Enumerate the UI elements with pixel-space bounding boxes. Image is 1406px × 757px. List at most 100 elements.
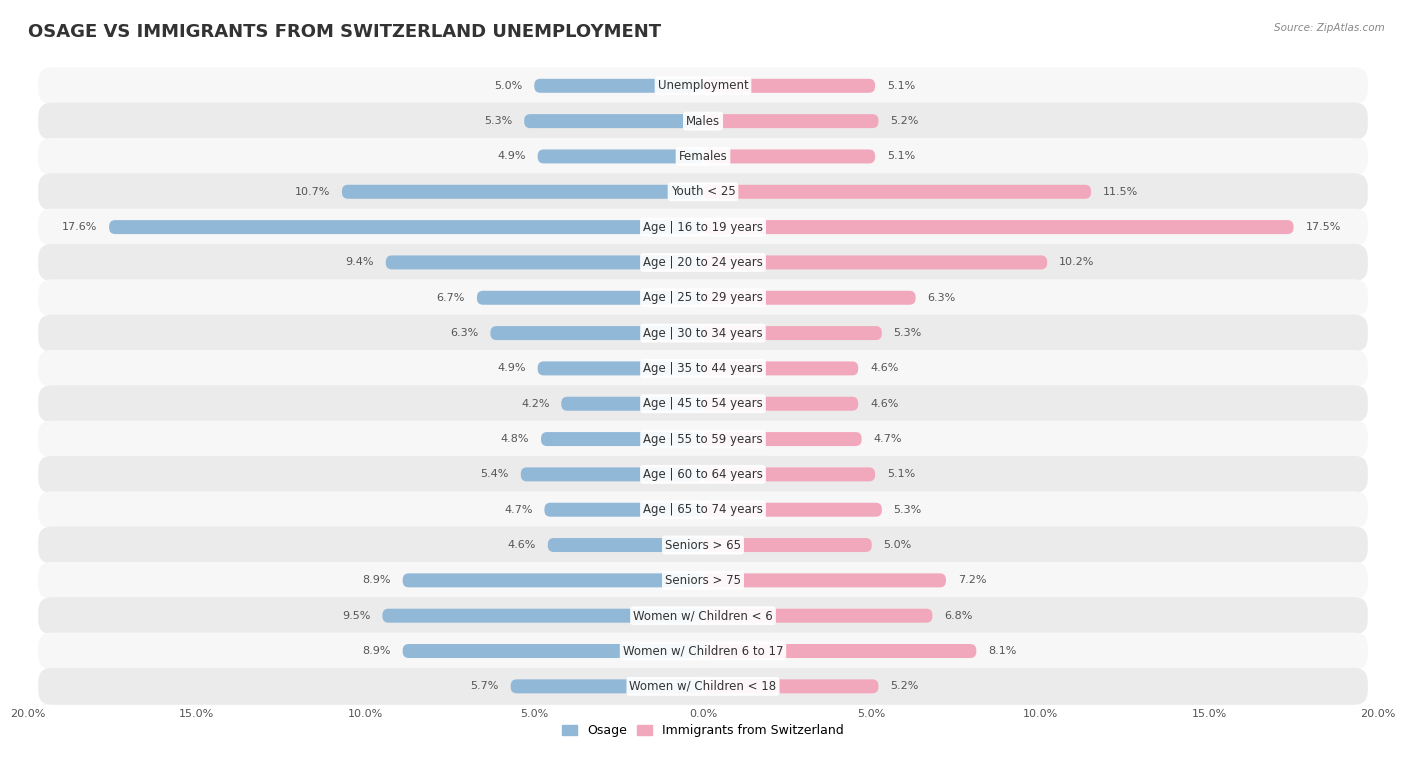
Text: Age | 65 to 74 years: Age | 65 to 74 years	[643, 503, 763, 516]
FancyBboxPatch shape	[38, 597, 1368, 634]
FancyBboxPatch shape	[703, 644, 976, 658]
FancyBboxPatch shape	[38, 527, 1368, 563]
Text: 6.3%: 6.3%	[450, 328, 478, 338]
Text: Males: Males	[686, 114, 720, 128]
Text: 4.6%: 4.6%	[870, 399, 898, 409]
FancyBboxPatch shape	[537, 361, 703, 375]
Text: 5.3%: 5.3%	[484, 116, 512, 126]
Text: 4.7%: 4.7%	[873, 434, 901, 444]
FancyBboxPatch shape	[491, 326, 703, 340]
Text: 10.2%: 10.2%	[1059, 257, 1094, 267]
FancyBboxPatch shape	[703, 79, 875, 93]
FancyBboxPatch shape	[548, 538, 703, 552]
FancyBboxPatch shape	[38, 633, 1368, 669]
Text: 6.8%: 6.8%	[945, 611, 973, 621]
FancyBboxPatch shape	[703, 467, 875, 481]
Text: 4.2%: 4.2%	[522, 399, 550, 409]
Text: Age | 16 to 19 years: Age | 16 to 19 years	[643, 220, 763, 234]
FancyBboxPatch shape	[510, 679, 703, 693]
Text: Women w/ Children < 6: Women w/ Children < 6	[633, 609, 773, 622]
Text: 8.1%: 8.1%	[988, 646, 1017, 656]
Text: Unemployment: Unemployment	[658, 79, 748, 92]
Text: 4.7%: 4.7%	[505, 505, 533, 515]
FancyBboxPatch shape	[38, 279, 1368, 316]
Text: 4.6%: 4.6%	[508, 540, 536, 550]
Legend: Osage, Immigrants from Switzerland: Osage, Immigrants from Switzerland	[557, 719, 849, 743]
FancyBboxPatch shape	[38, 173, 1368, 210]
FancyBboxPatch shape	[38, 350, 1368, 387]
FancyBboxPatch shape	[38, 67, 1368, 104]
FancyBboxPatch shape	[703, 291, 915, 305]
Text: Age | 25 to 29 years: Age | 25 to 29 years	[643, 291, 763, 304]
Text: 8.9%: 8.9%	[363, 646, 391, 656]
FancyBboxPatch shape	[38, 491, 1368, 528]
Text: Age | 30 to 34 years: Age | 30 to 34 years	[643, 326, 763, 340]
Text: 5.0%: 5.0%	[495, 81, 523, 91]
FancyBboxPatch shape	[38, 668, 1368, 705]
Text: Age | 45 to 54 years: Age | 45 to 54 years	[643, 397, 763, 410]
Text: 5.0%: 5.0%	[883, 540, 911, 550]
FancyBboxPatch shape	[703, 538, 872, 552]
Text: Women w/ Children < 18: Women w/ Children < 18	[630, 680, 776, 693]
FancyBboxPatch shape	[385, 255, 703, 269]
FancyBboxPatch shape	[38, 103, 1368, 139]
Text: 10.7%: 10.7%	[295, 187, 330, 197]
Text: OSAGE VS IMMIGRANTS FROM SWITZERLAND UNEMPLOYMENT: OSAGE VS IMMIGRANTS FROM SWITZERLAND UNE…	[28, 23, 661, 41]
FancyBboxPatch shape	[703, 220, 1294, 234]
FancyBboxPatch shape	[703, 361, 858, 375]
Text: 7.2%: 7.2%	[957, 575, 986, 585]
Text: 6.3%: 6.3%	[928, 293, 956, 303]
FancyBboxPatch shape	[524, 114, 703, 128]
FancyBboxPatch shape	[38, 562, 1368, 599]
FancyBboxPatch shape	[402, 644, 703, 658]
FancyBboxPatch shape	[703, 326, 882, 340]
Text: 4.8%: 4.8%	[501, 434, 529, 444]
Text: 9.4%: 9.4%	[346, 257, 374, 267]
Text: Women w/ Children 6 to 17: Women w/ Children 6 to 17	[623, 644, 783, 658]
FancyBboxPatch shape	[477, 291, 703, 305]
Text: 5.2%: 5.2%	[890, 116, 918, 126]
FancyBboxPatch shape	[110, 220, 703, 234]
FancyBboxPatch shape	[703, 397, 858, 411]
FancyBboxPatch shape	[38, 138, 1368, 175]
FancyBboxPatch shape	[520, 467, 703, 481]
Text: Source: ZipAtlas.com: Source: ZipAtlas.com	[1274, 23, 1385, 33]
FancyBboxPatch shape	[38, 209, 1368, 245]
Text: 5.1%: 5.1%	[887, 469, 915, 479]
Text: 5.4%: 5.4%	[481, 469, 509, 479]
FancyBboxPatch shape	[38, 315, 1368, 351]
FancyBboxPatch shape	[703, 573, 946, 587]
Text: 5.7%: 5.7%	[471, 681, 499, 691]
Text: Seniors > 75: Seniors > 75	[665, 574, 741, 587]
FancyBboxPatch shape	[382, 609, 703, 623]
FancyBboxPatch shape	[703, 432, 862, 446]
Text: 8.9%: 8.9%	[363, 575, 391, 585]
Text: 4.9%: 4.9%	[498, 363, 526, 373]
FancyBboxPatch shape	[703, 185, 1091, 199]
Text: Age | 55 to 59 years: Age | 55 to 59 years	[643, 432, 763, 446]
Text: 5.1%: 5.1%	[887, 81, 915, 91]
FancyBboxPatch shape	[38, 421, 1368, 457]
FancyBboxPatch shape	[541, 432, 703, 446]
Text: 9.5%: 9.5%	[342, 611, 371, 621]
Text: 4.9%: 4.9%	[498, 151, 526, 161]
Text: 6.7%: 6.7%	[437, 293, 465, 303]
FancyBboxPatch shape	[703, 609, 932, 623]
Text: Seniors > 65: Seniors > 65	[665, 538, 741, 552]
Text: 5.3%: 5.3%	[894, 328, 922, 338]
Text: 11.5%: 11.5%	[1102, 187, 1137, 197]
FancyBboxPatch shape	[38, 385, 1368, 422]
Text: 5.2%: 5.2%	[890, 681, 918, 691]
Text: 5.1%: 5.1%	[887, 151, 915, 161]
FancyBboxPatch shape	[534, 79, 703, 93]
Text: Age | 35 to 44 years: Age | 35 to 44 years	[643, 362, 763, 375]
Text: 4.6%: 4.6%	[870, 363, 898, 373]
FancyBboxPatch shape	[544, 503, 703, 517]
FancyBboxPatch shape	[561, 397, 703, 411]
FancyBboxPatch shape	[342, 185, 703, 199]
Text: Females: Females	[679, 150, 727, 163]
Text: Youth < 25: Youth < 25	[671, 185, 735, 198]
Text: 5.3%: 5.3%	[894, 505, 922, 515]
FancyBboxPatch shape	[537, 149, 703, 164]
Text: Age | 20 to 24 years: Age | 20 to 24 years	[643, 256, 763, 269]
